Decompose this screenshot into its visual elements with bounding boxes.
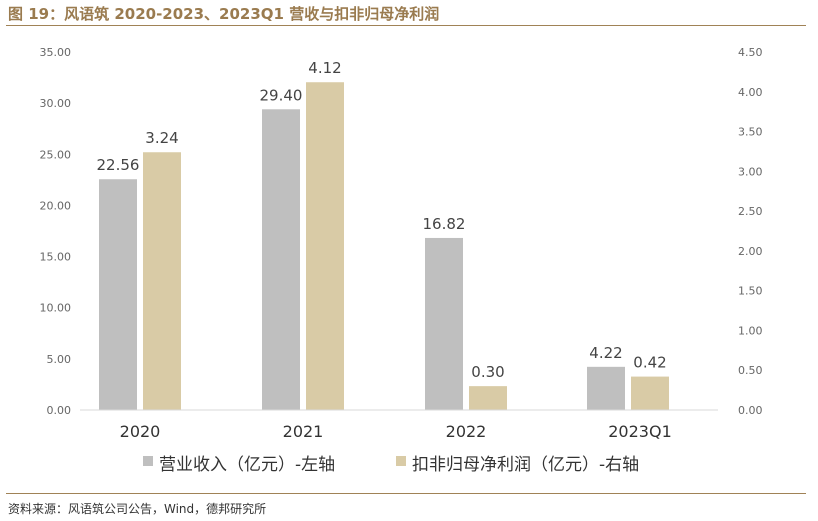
revenue-bar-2021 — [262, 109, 300, 410]
bars — [99, 82, 669, 411]
revenue-label-2020: 22.56 — [97, 156, 140, 174]
revenue-label-2022: 16.82 — [423, 215, 466, 233]
profit-label-2020: 3.24 — [145, 129, 178, 147]
category-label-2021: 2021 — [283, 422, 324, 441]
profit-label-2021: 4.12 — [308, 59, 341, 77]
revenue-bar-2020 — [99, 179, 137, 410]
left-tick-label: 25.00 — [40, 148, 72, 161]
right-tick-label: 0.50 — [738, 364, 763, 377]
profit-label-2023q1: 0.42 — [633, 354, 666, 372]
legend: 营业收入（亿元）-左轴 扣非归母净利润（亿元）-右轴 — [143, 455, 639, 475]
left-tick-label: 20.00 — [40, 199, 72, 212]
right-tick-label: 4.50 — [738, 46, 763, 59]
right-tick-label: 0.00 — [738, 404, 763, 417]
right-tick-label: 3.00 — [738, 165, 763, 178]
right-tick-label: 2.50 — [738, 205, 763, 218]
left-tick-label: 10.00 — [40, 302, 72, 315]
legend-swatch-1 — [396, 456, 406, 466]
left-tick-label: 0.00 — [47, 404, 72, 417]
profit-bar-2022 — [469, 386, 507, 410]
profit-bar-2021 — [306, 82, 344, 410]
right-tick-label: 4.00 — [738, 86, 763, 99]
right-tick-label: 2.00 — [738, 245, 763, 258]
legend-swatch-0 — [143, 456, 153, 466]
left-tick-label: 15.00 — [40, 251, 72, 264]
right-tick-label: 1.50 — [738, 285, 763, 298]
right-tick-label: 3.50 — [738, 126, 763, 139]
category-labels: 2020 2021 2022 2023Q1 — [120, 422, 672, 441]
left-tick-label: 35.00 — [40, 46, 72, 59]
legend-label-0: 营业收入（亿元）-左轴 — [159, 455, 335, 475]
source-note: 资料来源：风语筑公司公告，Wind，德邦研究所 — [8, 502, 267, 516]
right-tick-label: 1.00 — [738, 324, 763, 337]
category-label-2023q1: 2023Q1 — [608, 422, 672, 441]
category-label-2020: 2020 — [120, 422, 161, 441]
figure-title: 图 19：风语筑 2020-2023、2023Q1 营收与扣非归母净利润 — [8, 5, 440, 23]
revenue-bar-2023q1 — [587, 366, 625, 410]
left-axis: 0.00 5.00 10.00 15.00 20.00 25.00 30.00 35.00 — [40, 46, 72, 417]
revenue-bar-2022 — [425, 237, 463, 410]
left-tick-label: 30.00 — [40, 97, 72, 110]
source-rule — [6, 493, 806, 494]
bar-chart: 0.00 5.00 10.00 15.00 20.00 25.00 30.00 35.00 0… — [40, 46, 763, 475]
legend-label-1: 扣非归母净利润（亿元）-右轴 — [412, 455, 639, 475]
revenue-label-2023q1: 4.22 — [589, 344, 622, 362]
right-axis: 0.00 0.50 1.00 1.50 2.00 2.50 3.00 3.50 4.00 4.50 — [738, 46, 763, 417]
left-tick-label: 5.00 — [47, 353, 72, 366]
profit-label-2022: 0.30 — [471, 363, 504, 381]
profit-bar-2020 — [143, 152, 181, 411]
title-rule — [6, 25, 806, 26]
revenue-label-2021: 29.40 — [260, 86, 303, 104]
category-label-2022: 2022 — [446, 422, 487, 441]
profit-bar-2023q1 — [631, 376, 669, 410]
data-labels: 22.56 29.40 16.82 4.22 3.24 4.12 0.30 0.42 — [97, 59, 667, 381]
